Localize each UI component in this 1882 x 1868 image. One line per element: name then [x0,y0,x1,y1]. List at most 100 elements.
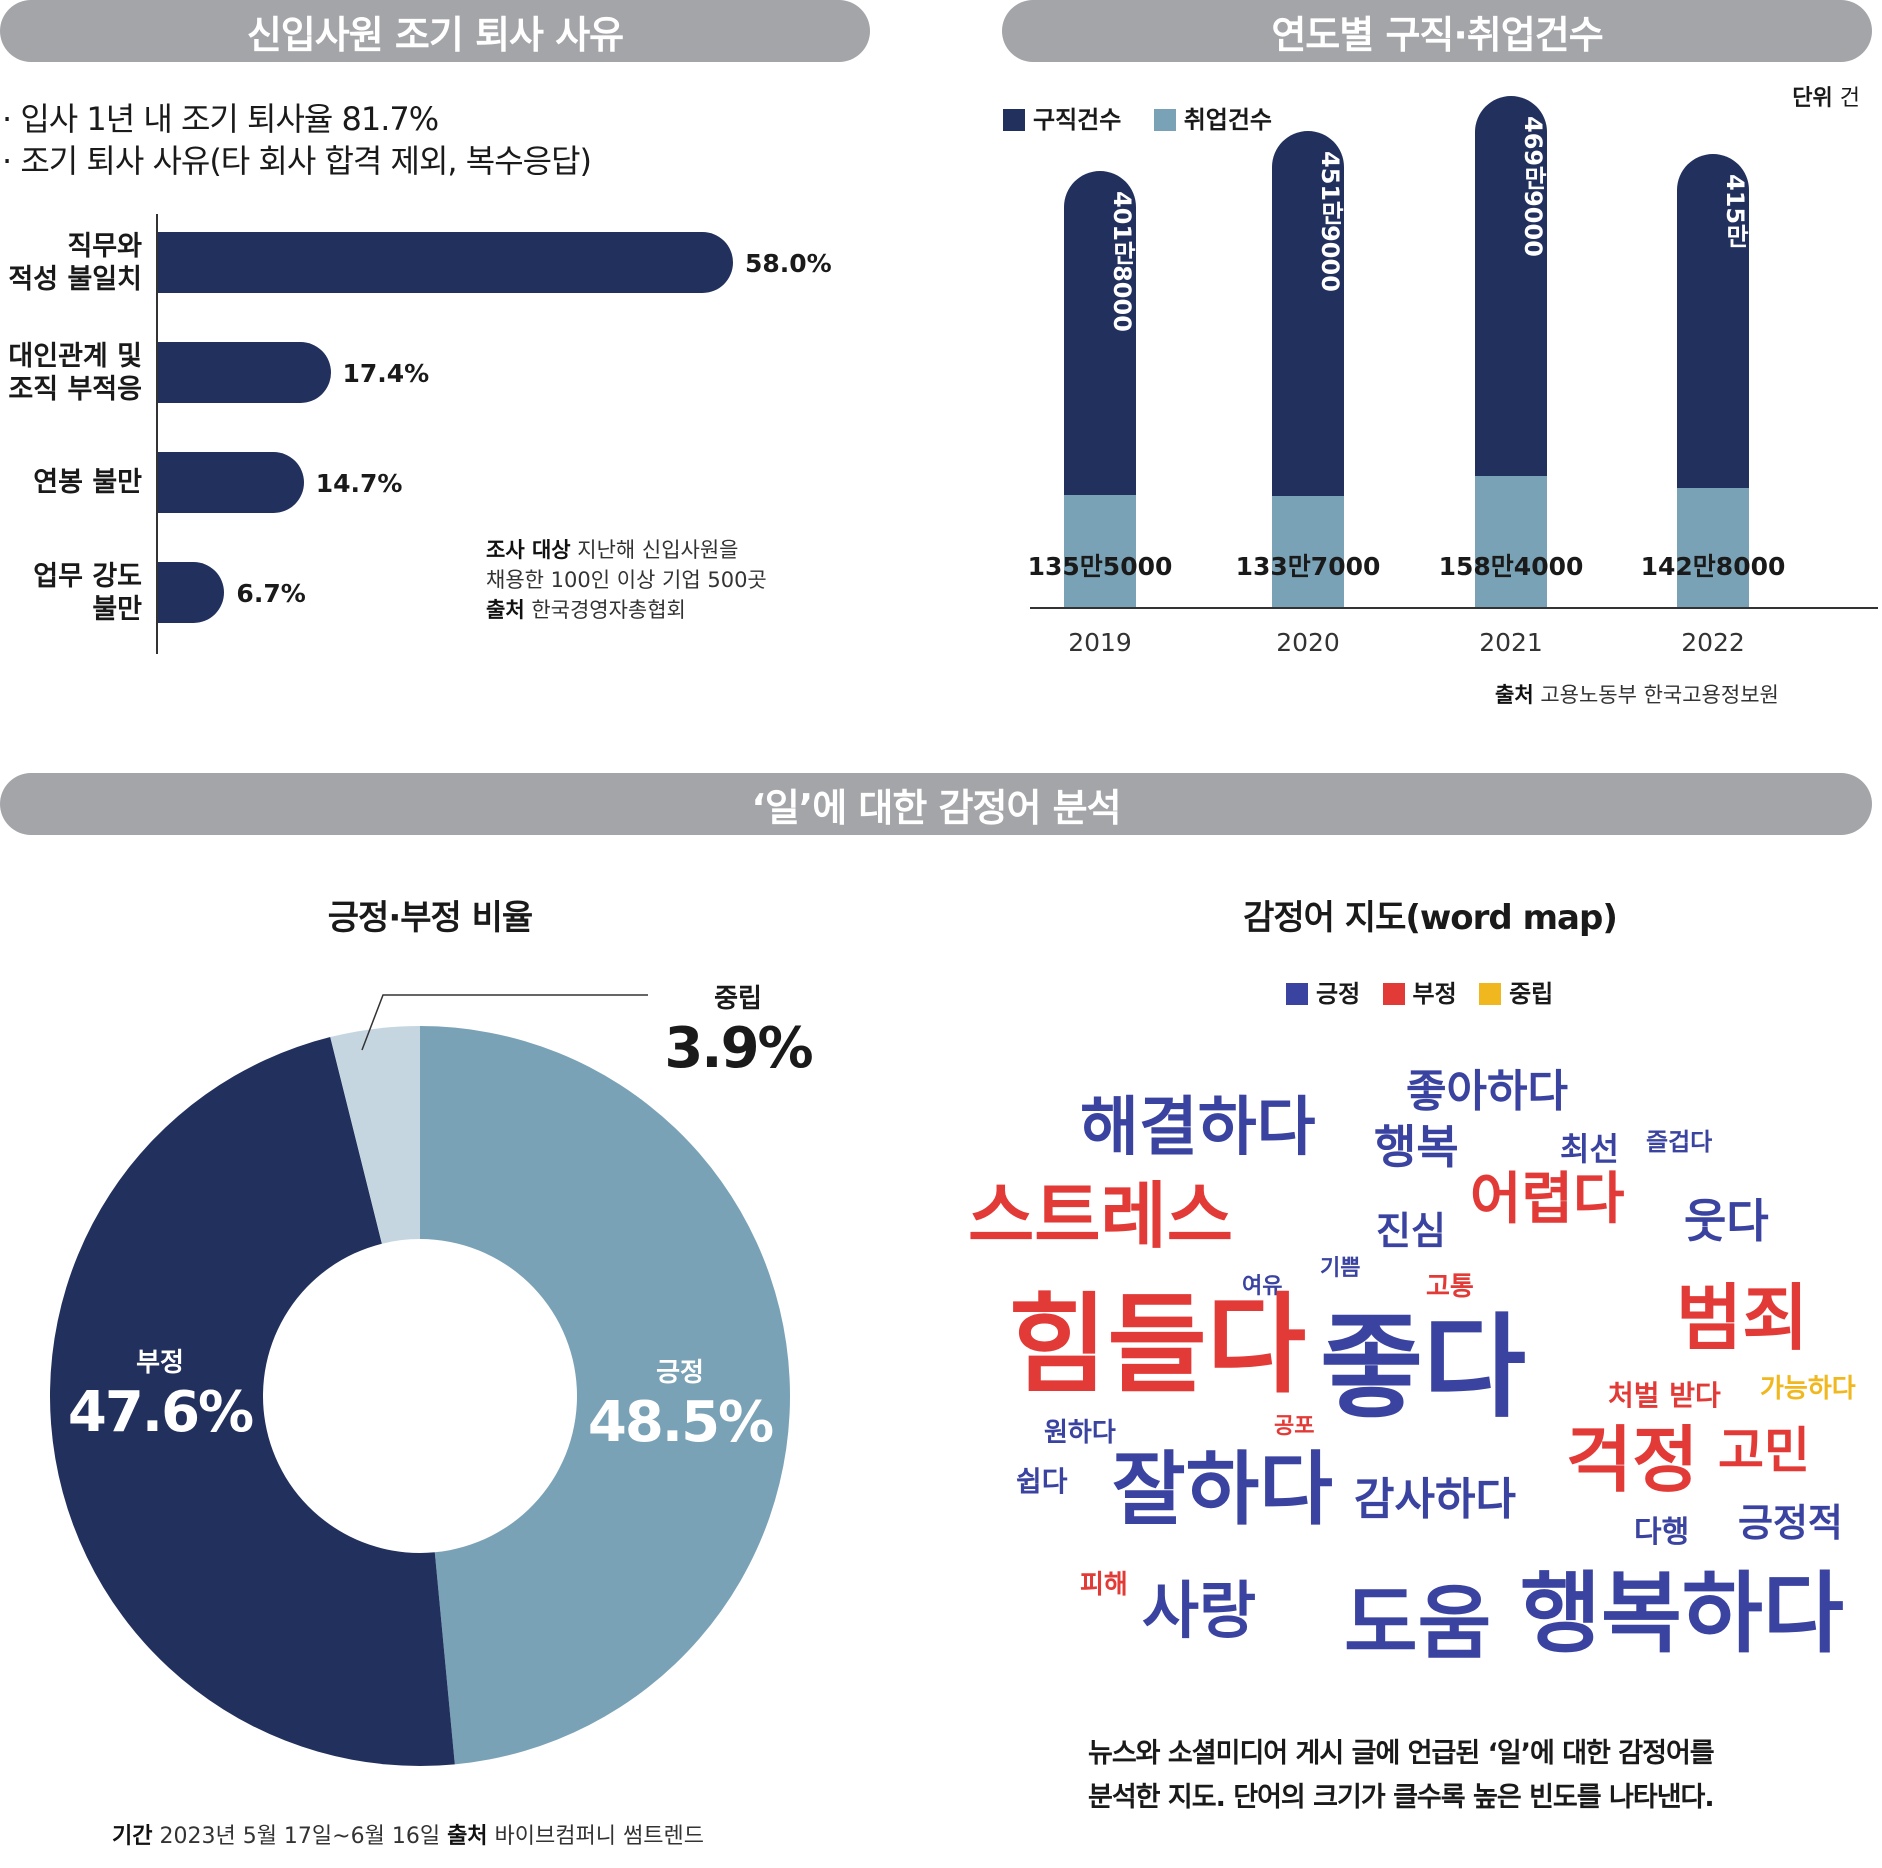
hbar-2 [158,452,304,513]
hbar-category-2: 연봉 불만 [33,466,142,498]
vbar-year-1: 2020 [1276,628,1340,657]
left-panel-title: 신입사원 조기 퇴사 사유 [0,0,870,62]
word-2: 행복 [1374,1120,1459,1174]
legend-pos: 긍정 [1316,980,1361,1008]
caption-line-1: 뉴스와 소셜미디어 게시 글에 언급된 ‘일’에 대한 감정어를 [1088,1738,1715,1769]
jobs-source-label: 출처 [1495,683,1534,707]
vbar-employ-3 [1677,488,1749,607]
vbar-employ-1 [1272,496,1344,607]
word-21: 감사하다 [1354,1474,1516,1525]
word-3: 최선 [1560,1130,1619,1168]
legend-neu: 중립 [1509,980,1554,1008]
word-19: 쉽다 [1016,1465,1068,1498]
legend-employ: 취업건수 [1183,106,1273,134]
word-24: 다행 [1634,1515,1690,1550]
word-16: 가능하다 [1760,1374,1856,1404]
vbar-employ-0 [1064,494,1136,607]
donut-label-value-1: 47.6% [67,1380,254,1445]
donut-label-name-1: 부정 [136,1348,184,1378]
word-7: 어렵다 [1470,1167,1625,1232]
word-20: 잘하다 [1112,1443,1333,1536]
word-6: 진심 [1376,1209,1446,1253]
hbar-value-0: 58.0% [745,249,832,278]
vbar-year-0: 2019 [1068,628,1132,657]
word-9: 기쁨 [1320,1256,1361,1281]
jobs-baseline [1030,607,1878,609]
word-29: 행복하다 [1520,1562,1844,1665]
donut-label-value-0: 48.5% [587,1390,774,1455]
vbar-year-3: 2022 [1681,628,1745,657]
vbar-seek-label-3: 415만 [1721,174,1749,249]
vbar-year-2: 2021 [1479,628,1543,657]
word-26: 피해 [1080,1570,1128,1600]
legend-swatch-neu [1479,983,1502,1005]
vbar-employ-label-3: 142만8000 [1640,552,1786,581]
legend-swatch-employ [1153,109,1176,131]
word-27: 사랑 [1142,1574,1257,1647]
hbar-3 [158,562,225,623]
word-25: 긍정적 [1738,1501,1843,1545]
hbar-category-3: 업무 강도 불만 [33,560,142,625]
footer-period: 2023년 5월 17일~6월 16일 [152,1824,448,1849]
legend-neg: 부정 [1412,980,1457,1008]
vbar-employ-label-0: 135만5000 [1027,552,1173,581]
note-label-source: 출처 [486,598,525,622]
hbar-value-3: 6.7% [236,579,306,608]
legend-seek: 구직건수 [1033,106,1122,134]
word-8: 웃다 [1684,1194,1769,1248]
word-4: 즐겁다 [1646,1128,1713,1156]
word-22: 걱정 [1566,1418,1699,1502]
word-17: 원하다 [1044,1418,1116,1448]
word-10: 여유 [1242,1274,1283,1299]
wordmap-legend: 긍정 부정 중립 [1286,974,1553,1009]
word-13: 좋다 [1320,1303,1527,1433]
hbar-value-2: 14.7% [315,469,403,498]
unit-label-bold: 단위 [1792,86,1833,111]
hbar-1 [158,342,331,403]
word-15: 처벌 받다 [1608,1379,1721,1412]
wordmap-title: 감정어 지도(word map) [1243,898,1618,938]
vbar-employ-2 [1475,475,1547,607]
hbar-value-1: 17.4% [342,359,430,388]
donut-label-value-2: 3.9% [664,1016,813,1081]
note-target-2: 채용한 100인 이상 기업 500곳 [486,568,767,592]
word-28: 도움 [1344,1577,1492,1670]
word-0: 해결하다 [1080,1091,1316,1165]
vbar-seek-0 [1064,171,1136,515]
sentiment-footer: 기간 2023년 5월 17일~6월 16일 출처 바이브컴퍼니 썸트렌드 [112,1822,704,1852]
note-label-target: 조사 대상 [486,538,571,562]
legend-swatch-neg [1382,983,1405,1005]
donut-title: 긍정·부정 비율 [327,898,533,938]
wordmap-caption: 뉴스와 소셜미디어 게시 글에 언급된 ‘일’에 대한 감정어를 분석한 지도.… [1088,1732,1715,1820]
vbar-employ-label-2: 158만4000 [1438,552,1584,581]
note-source: 한국경영자총협회 [524,598,686,622]
word-23: 고민 [1718,1422,1810,1480]
vbar-seek-label-1: 451만9000 [1316,150,1344,292]
vbar-employ-label-1: 133만7000 [1235,552,1381,581]
hbar-category-0: 직무와 적성 불일치 [8,230,142,295]
hbar-0 [158,232,733,293]
word-11: 고통 [1426,1272,1474,1302]
bullet-rate: · 입사 1년 내 조기 퇴사율 81.7% [2,100,439,138]
vbar-seek-2 [1475,95,1547,496]
unit-value: 건 [1832,86,1860,111]
word-18: 공포 [1274,1414,1315,1439]
unit-label: 단위 건 [1792,80,1860,112]
survey-note: 조사 대상 지난해 신입사원을 채용한 100인 이상 기업 500곳 출처 한… [486,535,767,625]
caption-line-2: 분석한 지도. 단어의 크기가 클수록 높은 빈도를 나타낸다. [1088,1782,1715,1813]
footer-source-label: 출처 [447,1824,488,1849]
vbar-seek-label-2: 469만9000 [1519,115,1547,257]
jobs-source: 출처 고용노동부 한국고용정보원 [1495,680,1779,710]
legend-swatch-pos [1286,983,1308,1005]
legend-swatch-seek [1003,109,1025,131]
donut-slice-2 [330,1026,420,1244]
jobs-legend: 구직건수 취업건수 [1003,100,1272,135]
hbar-category-1: 대인관계 및 조직 부적응 [8,340,142,405]
vbar-seek-label-0: 401만8000 [1108,191,1136,332]
vbar-seek-1 [1272,130,1344,517]
hbar-axis [156,214,158,654]
donut-label-name-2: 중립 [714,984,762,1014]
right-panel-title: 연도별 구직·취업건수 [1002,0,1872,62]
word-14: 범죄 [1676,1276,1809,1360]
vbar-seek-3 [1677,154,1749,509]
